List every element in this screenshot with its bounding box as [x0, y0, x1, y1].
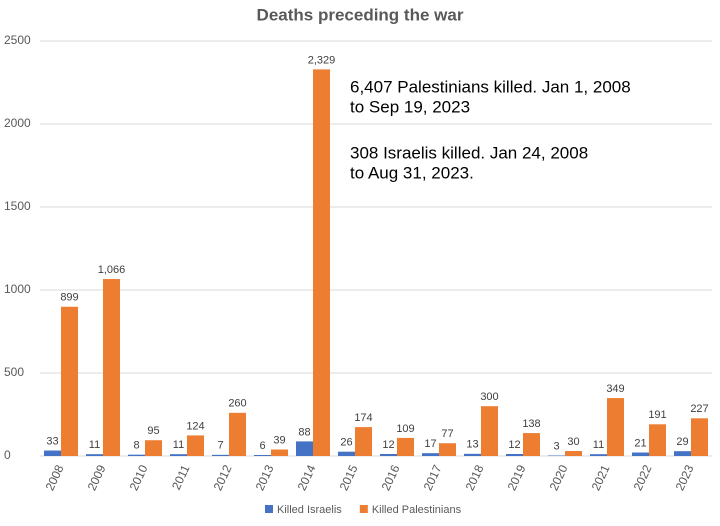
value-label: 124	[186, 420, 204, 432]
x-tick-label: 2023	[673, 462, 697, 492]
value-label: 77	[441, 428, 453, 440]
y-tick-label: 2500	[4, 33, 31, 47]
x-tick-label: 2017	[421, 462, 445, 492]
x-tick-label: 2019	[505, 462, 529, 492]
annotation: to Aug 31, 2023.	[350, 163, 474, 182]
value-label: 899	[60, 292, 78, 304]
annotation: 6,407 Palestinians killed. Jan 1, 2008	[350, 77, 631, 96]
x-tick-label: 2010	[127, 462, 151, 492]
bar	[380, 454, 397, 456]
value-label: 1,066	[98, 264, 126, 276]
bar	[523, 433, 540, 456]
bar	[187, 435, 204, 456]
x-tick-label: 2013	[253, 462, 277, 492]
bar	[44, 450, 61, 456]
x-tick-label: 2015	[337, 462, 361, 492]
value-label: 13	[466, 439, 478, 451]
legend-swatch	[359, 505, 368, 513]
x-tick-label: 2008	[43, 462, 67, 492]
bar	[229, 412, 246, 456]
value-label: 95	[147, 425, 159, 437]
legend-label: Killed Palestinians	[372, 504, 462, 516]
chart-title: Deaths preceding the war	[257, 5, 464, 24]
value-label: 33	[46, 435, 58, 447]
value-label: 26	[340, 437, 352, 449]
bar	[607, 398, 624, 456]
bar	[355, 427, 372, 456]
value-label: 260	[228, 398, 246, 410]
x-tick-label: 2014	[295, 462, 319, 492]
value-label: 174	[354, 412, 372, 424]
bar	[565, 451, 582, 456]
bar	[296, 441, 313, 456]
value-label: 30	[567, 436, 579, 448]
annotation: 308 Israelis killed. Jan 24, 2008	[350, 143, 588, 162]
bar	[674, 451, 691, 456]
y-tick-label: 1500	[4, 199, 31, 213]
bar	[632, 452, 649, 456]
annotation: to Sep 19, 2023	[350, 97, 470, 116]
bar	[691, 418, 708, 456]
x-tick-label: 2011	[169, 462, 193, 492]
value-label: 12	[508, 439, 520, 451]
value-label: 8	[133, 440, 139, 452]
value-label: 6	[259, 440, 265, 452]
x-tick-label: 2018	[463, 462, 487, 492]
bar	[212, 454, 229, 456]
value-label: 11	[89, 439, 100, 451]
value-label: 29	[676, 436, 688, 448]
legend-label: Killed Israelis	[277, 504, 342, 516]
bar	[397, 437, 414, 456]
value-label: 3	[553, 440, 559, 452]
bar	[422, 453, 439, 456]
bar	[338, 451, 355, 456]
value-label: 300	[480, 391, 498, 403]
y-tick-label: 0	[4, 448, 11, 462]
bar	[86, 454, 103, 456]
value-label: 39	[273, 434, 285, 446]
bar	[271, 449, 288, 456]
value-label: 109	[396, 423, 414, 435]
bar	[61, 306, 78, 456]
value-label: 21	[634, 437, 646, 449]
bar	[145, 440, 162, 456]
y-tick-label: 1000	[4, 282, 31, 296]
bar	[590, 454, 607, 456]
bar	[128, 454, 145, 456]
value-label: 88	[298, 426, 310, 438]
bar	[506, 454, 523, 456]
value-label: 12	[382, 439, 394, 451]
bar	[313, 69, 330, 457]
value-label: 7	[217, 440, 223, 452]
x-tick-label: 2021	[589, 462, 613, 492]
bar	[649, 424, 666, 456]
bar	[103, 279, 120, 456]
value-label: 2,329	[308, 54, 336, 66]
value-label: 227	[690, 403, 708, 415]
y-tick-label: 2000	[4, 116, 31, 130]
bar	[464, 453, 481, 456]
y-tick-label: 500	[4, 365, 24, 379]
x-tick-label: 2022	[631, 462, 655, 492]
x-tick-label: 2016	[379, 462, 403, 492]
x-tick-label: 2020	[547, 462, 571, 492]
value-label: 11	[593, 439, 604, 451]
legend-swatch	[265, 505, 273, 513]
value-label: 17	[424, 438, 436, 450]
x-tick-label: 2012	[211, 462, 235, 492]
bar	[481, 406, 498, 456]
value-label: 11	[173, 439, 184, 451]
x-tick-label: 2009	[85, 462, 109, 492]
bar	[254, 455, 271, 456]
value-label: 138	[522, 418, 540, 430]
bar	[170, 454, 187, 456]
value-label: 349	[606, 383, 624, 395]
value-label: 191	[648, 409, 666, 421]
bar	[439, 443, 456, 456]
